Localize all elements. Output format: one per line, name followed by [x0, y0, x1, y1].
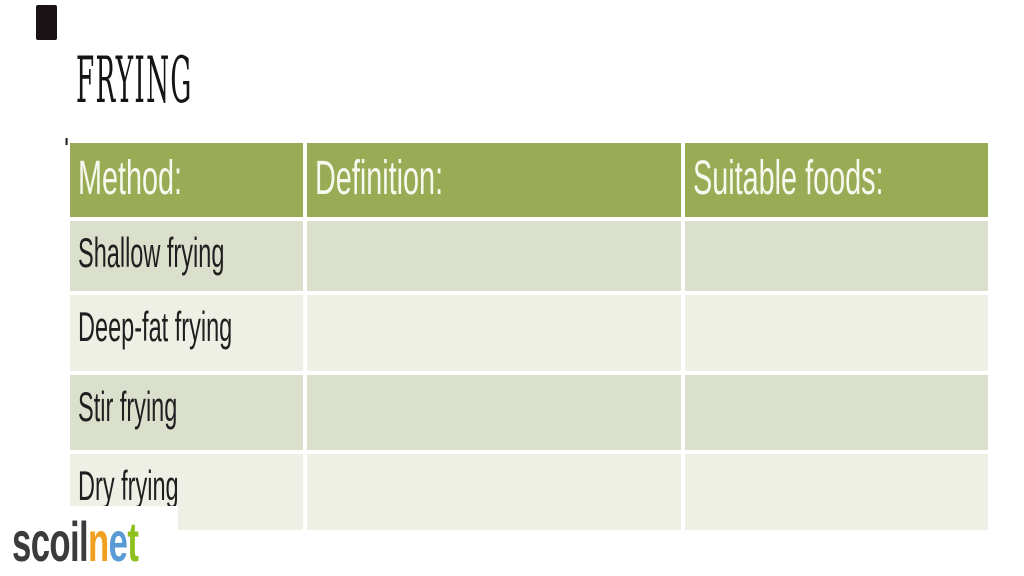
frying-methods-table: Method: Definition: Suitable foods: Shal…	[70, 143, 988, 530]
logo-segment: t	[127, 510, 139, 573]
page-title-text: FRYING	[76, 44, 193, 118]
column-header-definition: Definition:	[307, 143, 681, 217]
column-header-method-label: Method:	[78, 152, 183, 205]
column-header-suitable-foods-label: Suitable foods:	[693, 152, 884, 205]
cell-definition-dry-frying	[307, 454, 681, 530]
scoilnet-logo: scoilnet	[0, 506, 178, 576]
logo-segment: e	[108, 510, 128, 573]
cell-definition-stir-frying	[307, 375, 681, 450]
logo-segment: n	[88, 510, 109, 573]
cell-text: Dry frying	[78, 462, 179, 509]
cell-suitable-foods-shallow-frying	[685, 221, 988, 291]
apostrophe-mark: '	[63, 134, 71, 164]
cell-suitable-foods-dry-frying	[685, 454, 988, 530]
column-header-method: Method:	[70, 143, 303, 217]
cell-method-shallow-frying: Shallow frying	[70, 221, 303, 291]
logo-letters: scoilnet	[12, 514, 139, 570]
cell-definition-deep-fat-frying	[307, 295, 681, 371]
column-header-suitable-foods: Suitable foods:	[685, 143, 988, 217]
corner-accent-bar	[36, 5, 57, 40]
cell-text: Stir frying	[78, 383, 178, 430]
column-header-definition-label: Definition:	[315, 152, 444, 205]
cell-definition-shallow-frying	[307, 221, 681, 291]
page-title: FRYING	[76, 49, 360, 113]
cell-text: Deep-fat frying	[78, 303, 233, 350]
scoilnet-logo-text: scoilnet	[12, 514, 216, 570]
cell-suitable-foods-deep-fat-frying	[685, 295, 988, 371]
cell-method-deep-fat-frying: Deep-fat frying	[70, 295, 303, 371]
logo-segment: scoil	[12, 510, 89, 573]
cell-suitable-foods-stir-frying	[685, 375, 988, 450]
cell-text: Shallow frying	[78, 229, 225, 276]
cell-method-stir-frying: Stir frying	[70, 375, 303, 450]
